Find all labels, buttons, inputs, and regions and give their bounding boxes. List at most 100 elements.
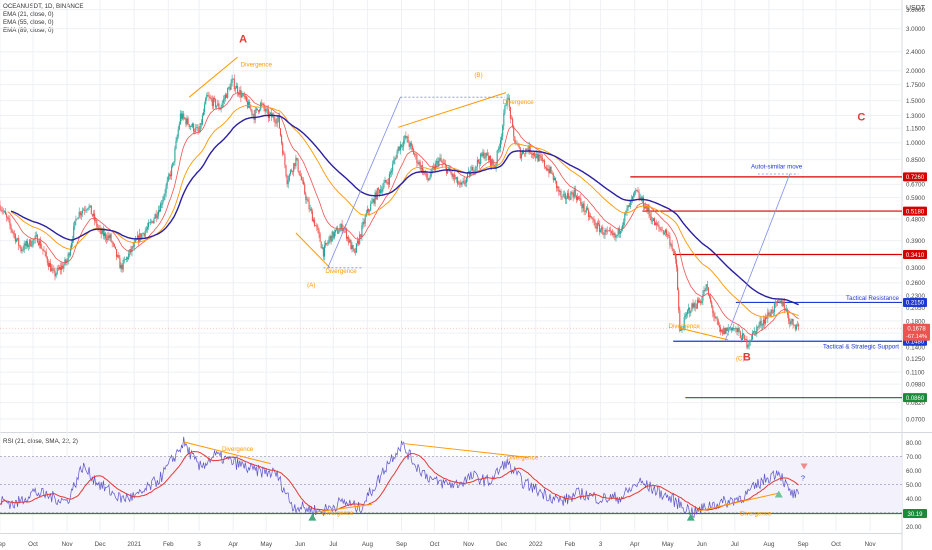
candle-down [789,321,791,325]
candle-down [607,230,609,232]
candle-up [394,158,396,161]
rsi-tick-label: 50.00 [906,482,922,489]
divergence-line-rsi [401,442,529,458]
candle-up [136,235,139,240]
candle-up [589,215,591,217]
candle-up [173,161,175,163]
annotation-label: (B) [474,72,482,79]
candle-up [696,299,698,309]
candle-down [611,231,613,233]
candle-up [371,201,373,204]
candle-up [293,163,295,172]
candle-down [97,226,99,228]
candle-up [762,319,764,326]
candle-down [229,87,231,90]
candle-down [545,166,547,169]
candle-down [642,197,645,208]
candle-down [398,146,400,151]
candle-down [519,148,521,159]
candle-up [134,239,136,243]
candle-up [474,167,476,172]
price-level-tag [903,297,927,307]
candle-up [752,331,755,333]
candle-down [286,175,288,185]
candle-up [471,166,473,171]
candle-down [200,123,202,125]
candle-down [9,219,11,225]
candle-down [711,301,713,307]
rsi-tick-label: 40.00 [906,496,922,503]
candle-down [736,327,738,333]
candle-up [702,294,704,301]
candle-down [358,240,360,244]
time-tick-label: Jul [731,541,739,548]
candle-down [113,243,115,247]
divergence-line-price [398,92,507,128]
candle-up [312,219,315,222]
candle-down [84,209,86,211]
candle-up [502,125,504,137]
candle-up [166,180,168,186]
candle-down [541,157,543,161]
candle-up [683,317,685,329]
candle-up [361,225,363,237]
price-tick-label: 1.3000 [906,113,925,120]
candle-up [756,326,758,335]
candle-down [298,171,300,175]
time-tick-label: Dec [496,541,507,548]
candle-down [738,328,740,332]
candle-up [241,94,243,98]
candle-down [572,193,574,198]
candle-up [691,303,693,312]
candle-up [78,211,80,218]
candle-up [751,332,753,340]
candle-down [209,97,211,99]
candle-up [3,211,5,212]
ema-21-line [7,92,799,336]
candle-up [216,105,218,108]
candle-up [366,208,368,213]
candle-up [28,245,30,247]
last-price-change: -67.14% [906,334,927,340]
candle-down [722,329,724,335]
candle-up [80,213,82,216]
candle-up [177,129,179,137]
candle-down [13,233,15,235]
candle-up [734,328,736,330]
candle-down [728,327,730,329]
candle-up [625,211,627,213]
candle-down [426,171,428,178]
price-level-value: 0.7260 [906,175,925,181]
time-tick-label: Jul [329,541,337,548]
candle-down [443,163,445,164]
rsi-annotation-label: Divergence [322,510,354,517]
candle-up [703,289,705,295]
candle-down [628,205,630,207]
price-tick-label: 3.6000 [906,7,925,14]
price-tick-label: 0.1250 [906,356,925,363]
candle-up [418,162,420,164]
candle-up [156,215,158,218]
candle-down [530,153,532,155]
candle-down [662,230,664,234]
candle-up [376,188,378,200]
candle-down [706,284,708,288]
candle-down [267,109,269,118]
candle-down [320,241,322,249]
candle-up [129,249,131,254]
candle-down [46,257,48,263]
candle-up [631,196,634,200]
candle-up [767,312,769,319]
candle-up [563,193,565,195]
candle-up [329,235,331,240]
rsi-annotation-label: Divergence [507,454,539,461]
candle-up [165,185,167,194]
candle-up [393,160,395,164]
candle-down [793,324,795,326]
candle-down [724,328,726,334]
candle-down [180,113,183,119]
levels-layer [0,176,902,399]
price-tick-label: 3.0000 [906,26,925,33]
candle-down [110,234,112,242]
candle-down [337,228,339,234]
